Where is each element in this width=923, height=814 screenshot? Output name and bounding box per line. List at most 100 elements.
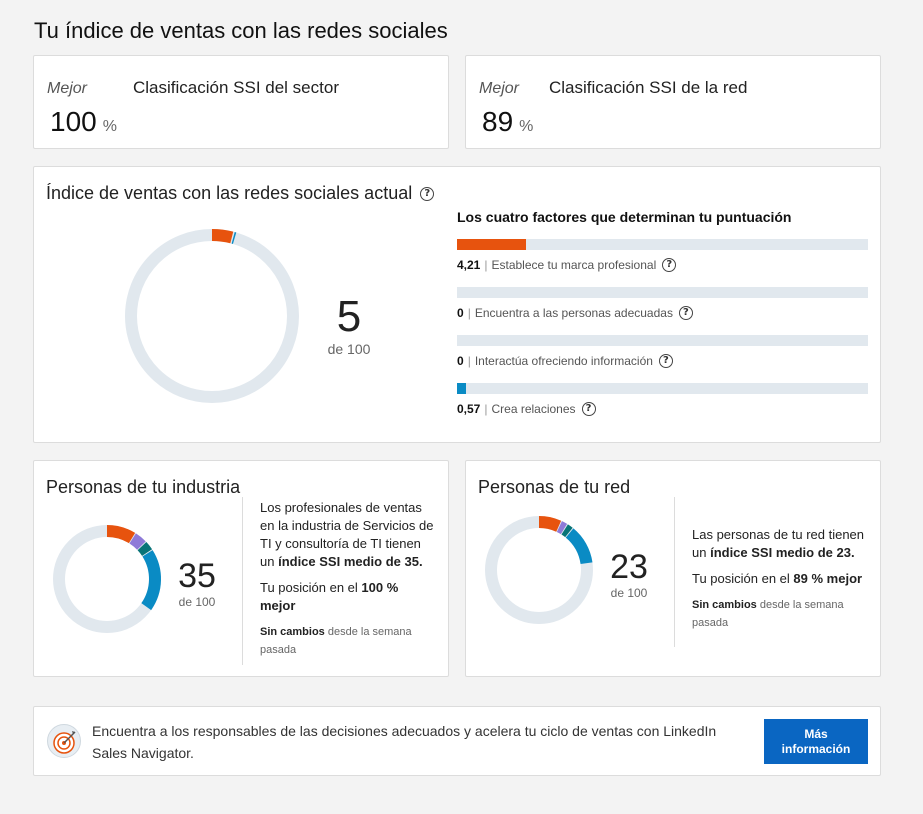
help-icon[interactable]: ? [662,258,677,272]
promo-text: Encuentra a los responsables de las deci… [92,723,717,761]
network-score: 23 de 100 [604,550,654,600]
divider [674,497,675,647]
donut-segment-2 [125,229,299,403]
factor-label: 0,57 | Crea relaciones? [457,402,868,416]
ssi-title-text: Índice de ventas con las redes sociales … [46,183,413,203]
factor-sep: | [467,354,471,368]
donut-segment-4 [485,516,593,624]
change-period: desde la semana pasada [260,626,412,656]
industry-avg-value: índice SSI medio de 35. [278,554,423,569]
change-period: desde la semana pasada [692,599,844,629]
donut-segment-3 [53,525,161,633]
ssi-title: Índice de ventas con las redes sociales … [46,183,435,204]
factor-name: Encuentra a las personas adecuadas [474,306,673,320]
factor-value: 0 [457,306,464,320]
help-icon[interactable]: ? [581,402,596,416]
network-rank-card: Mejor Clasificación SSI de la red 89% [465,55,881,149]
more-info-button[interactable]: Más información [764,719,868,764]
rank-label: Clasificación SSI de la red [549,78,748,97]
industry-donut-chart [53,525,161,633]
factor-bar [457,335,868,346]
network-description: Las personas de tu red tienen un índice … [692,526,876,632]
network-score-of: de 100 [610,586,648,600]
rank-unit: % [519,118,534,135]
factor-value: 4,21 [457,258,481,272]
factor-brand: 4,21 | Establece tu marca profesional? [457,239,868,272]
sales-navigator-promo: Encuentra a los responsables de las deci… [33,706,881,776]
donut-segment-1 [53,525,161,633]
industry-position-text: Tu posición en el 100 % mejor [260,579,436,615]
help-icon[interactable]: ? [678,306,693,320]
factor-label: 4,21 | Establece tu marca profesional? [457,258,868,272]
network-position-value: 89 % mejor [793,571,863,586]
network-position-prefix: Tu posición en el [692,571,794,586]
rank-value: 89% [482,106,533,138]
rank-mejor-label: Mejor [479,80,520,97]
ssi-score: 5 de 100 [314,292,384,358]
donut-segment-1 [125,229,299,403]
factor-bar-fill [457,383,467,394]
target-icon [47,724,81,758]
industry-avg-text: Los profesionales de ventas en la indust… [260,499,436,571]
factor-bar [457,383,868,394]
change-status: Sin cambios [692,599,757,611]
factor-name: Establece tu marca profesional [491,258,657,272]
industry-change-note: Sin cambios desde la semana pasada [260,623,436,659]
industry-people-card: Personas de tu industria 35 de 100 Los p… [33,460,449,677]
donut-segment-2 [53,525,161,633]
rank-label: Clasificación SSI del sector [133,78,339,97]
help-icon[interactable]: ? [420,186,435,201]
industry-description: Los profesionales de ventas en la indust… [260,499,436,659]
network-score-number: 23 [610,548,648,586]
industry-score-of: de 100 [178,595,216,609]
network-donut-chart [485,516,593,624]
factor-value: 0,57 [457,402,481,416]
rank-mejor-label: Mejor [47,80,88,97]
network-avg-value: índice SSI medio de 23. [710,545,855,560]
network-position-text: Tu posición en el 89 % mejor [692,570,876,588]
factor-bar-fill [457,239,527,250]
factor-sep: | [484,402,488,416]
factor-name: Interactúa ofreciendo información [474,354,653,368]
industry-score-number: 35 [178,557,216,595]
factor-name: Crea relaciones [491,402,576,416]
industry-position-value: 100 % mejor [260,580,399,613]
network-title: Personas de tu red [478,477,631,497]
current-ssi-card: Índice de ventas con las redes sociales … [33,166,881,443]
donut-segment-3 [485,516,593,624]
ssi-donut-chart [125,229,299,403]
rank-value: 100% [50,106,117,138]
network-avg-text: Las personas de tu red tienen un índice … [692,526,876,562]
factor-people: 0 | Encuentra a las personas adecuadas? [457,287,868,320]
factor-value: 0 [457,354,464,368]
factor-label: 0 | Interactúa ofreciendo información? [457,354,868,368]
divider [242,497,243,665]
donut-track [125,229,299,403]
network-avg-prefix: Las personas de tu red tienen un [692,527,865,560]
factor-bar [457,287,868,298]
factor-insights: 0 | Interactúa ofreciendo información? [457,335,868,368]
factor-sep: | [484,258,488,272]
network-people-card: Personas de tu red 23 de 100 Las persona… [465,460,881,677]
industry-position-prefix: Tu posición en el [260,580,362,595]
factor-bar [457,239,868,250]
ssi-score-number: 5 [336,292,362,341]
network-change-note: Sin cambios desde la semana pasada [692,596,876,632]
help-icon[interactable]: ? [658,354,673,368]
donut-segment-4 [53,525,161,633]
ssi-score-of: de 100 [327,341,371,357]
factor-sep: | [467,306,471,320]
industry-rank-card: Mejor Clasificación SSI del sector 100% [33,55,449,149]
rank-unit: % [102,118,117,135]
factor-relationships: 0,57 | Crea relaciones? [457,383,868,416]
page-title: Tu índice de ventas con las redes social… [34,18,448,43]
factors-title: Los cuatro factores que determinan tu pu… [457,209,792,225]
target-icon-graphic [53,731,76,754]
industry-title: Personas de tu industria [46,477,241,497]
industry-score: 35 de 100 [172,559,222,609]
rank-number: 100 [50,106,97,137]
donut-segment-1 [485,516,593,624]
factor-label: 0 | Encuentra a las personas adecuadas? [457,306,868,320]
donut-segment-2 [485,516,593,624]
rank-number: 89 [482,106,514,137]
